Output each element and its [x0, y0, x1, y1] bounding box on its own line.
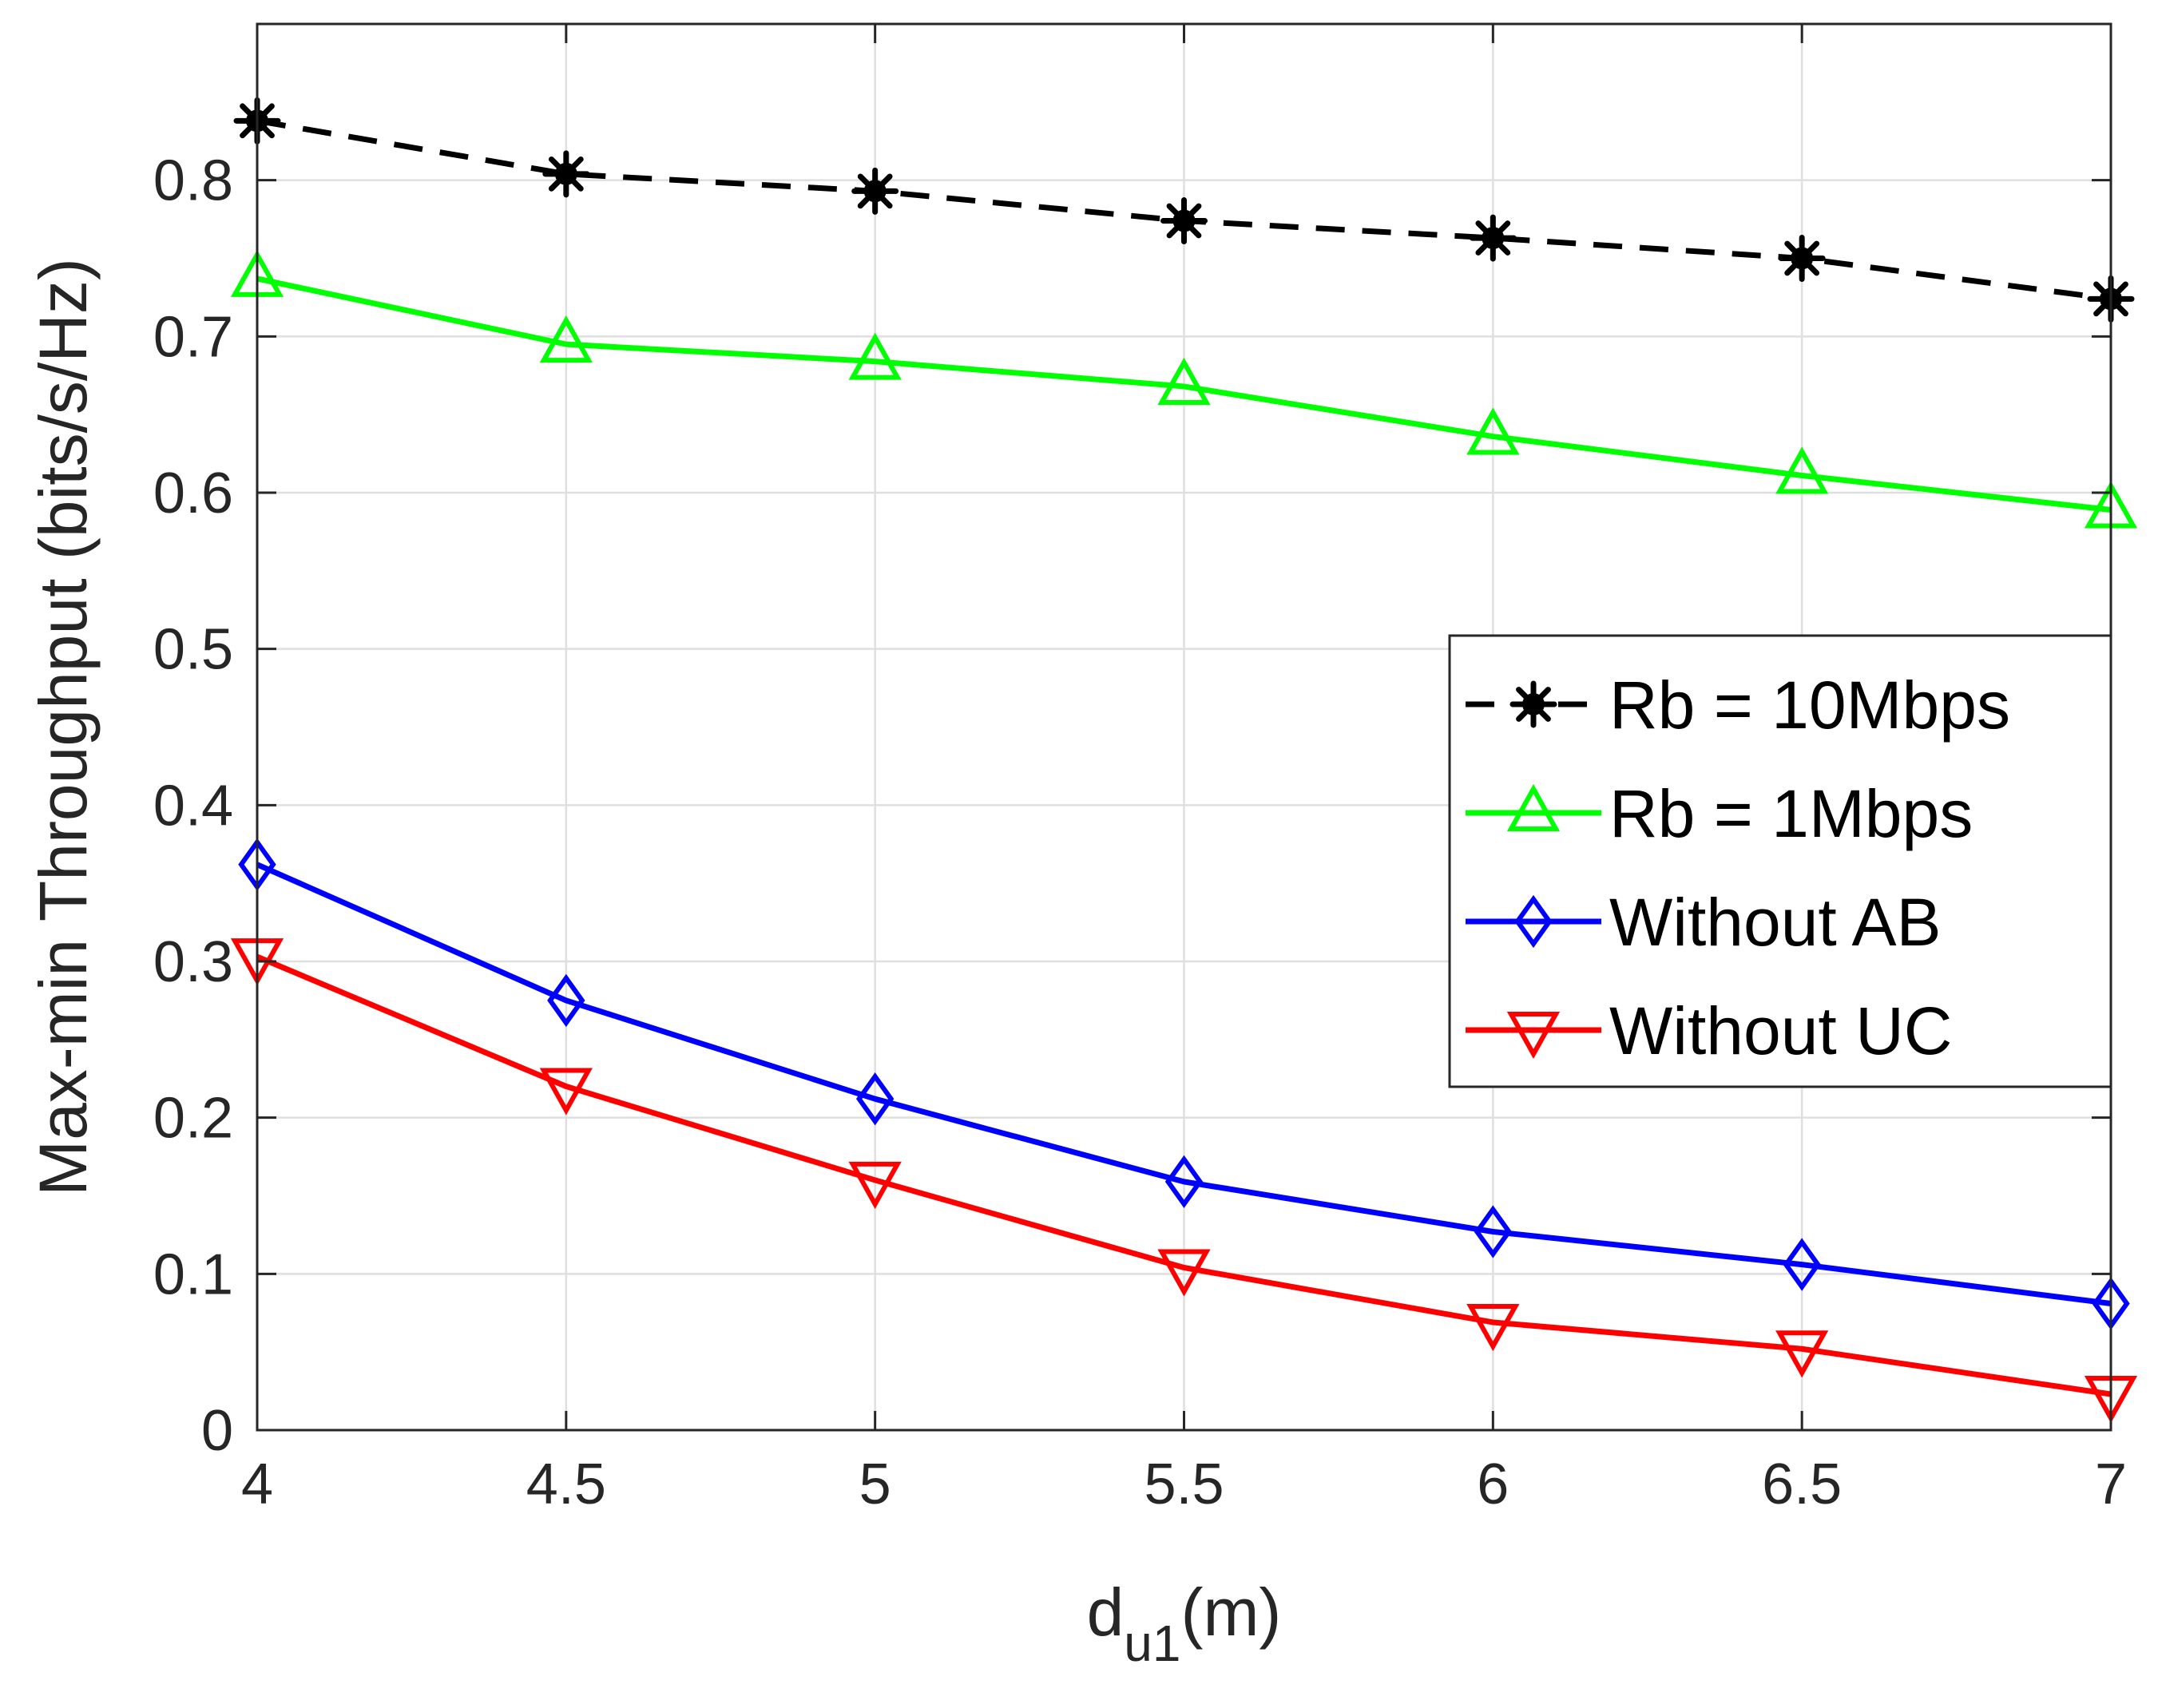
data-point [848, 1161, 902, 1210]
legend-label: Rb = 10Mbps [1609, 668, 2010, 743]
y-axis-label: Max-min Throughput (bits/s/Hz) [26, 258, 101, 1196]
data-point [1466, 407, 1520, 455]
ticks: 4 4.5 5 5.5 6 6.5 7 0 0.1 0.2 0.3 0.4 0.5 0.6 0.7 0.8 [153, 24, 2127, 1516]
legend-label: Rb = 1Mbps [1609, 776, 1973, 851]
data-point [1160, 197, 1208, 245]
x-axis-label-subscript: u1 [1124, 1615, 1180, 1672]
data-point [1157, 1249, 1211, 1297]
x-tick-label: 6 [1477, 1452, 1509, 1516]
data-point [1778, 235, 1826, 282]
x-tick-label: 6.5 [1762, 1452, 1842, 1516]
data-point [851, 167, 899, 215]
data-point [1775, 446, 1829, 494]
data-point [1466, 1303, 1520, 1352]
legend-marker [1514, 894, 1553, 949]
y-tick-label: 0.6 [153, 462, 233, 525]
x-axis-label-unit: (m) [1180, 1575, 1281, 1650]
y-tick-label: 0.1 [153, 1242, 233, 1306]
series-line [256, 953, 2112, 1397]
data-point [542, 150, 590, 198]
x-tick-label: 7 [2095, 1452, 2127, 1516]
y-tick-label: 0.4 [153, 774, 233, 838]
series-line [256, 275, 2112, 513]
y-tick-label: 0.8 [153, 149, 233, 213]
series-3 [230, 938, 2138, 1424]
x-tick-label: 5 [859, 1452, 891, 1516]
legend: Rb = 10Mbps Rb = 1Mbps Without AB Without U… [1448, 634, 2112, 1088]
x-axis-label-main: d [1087, 1575, 1125, 1650]
y-tick-label: 0.7 [153, 305, 233, 369]
data-point [1157, 357, 1211, 405]
legend-label: Without UC [1609, 993, 1952, 1068]
series-line [256, 862, 2112, 1306]
x-tick-label: 5.5 [1144, 1452, 1224, 1516]
legend-label: Without AB [1609, 885, 1942, 960]
legend-box [1448, 634, 2112, 1088]
y-tick-label: 0.2 [153, 1087, 233, 1151]
data-point [1469, 214, 1517, 262]
y-tick-label: 0.5 [153, 618, 233, 682]
legend-marker [1506, 783, 1561, 831]
legend-marker [1509, 680, 1557, 728]
x-tick-label: 4 [241, 1452, 273, 1516]
data-point [1775, 1330, 1829, 1378]
y-tick-label: 0.3 [153, 930, 233, 994]
data-point [547, 973, 585, 1028]
x-axis-label: du1(m) [1087, 1575, 1282, 1672]
data-point [1164, 1155, 1204, 1209]
x-tick-label: 4.5 [526, 1452, 606, 1516]
data-point [539, 1068, 593, 1116]
y-tick-label: 0 [201, 1399, 233, 1463]
data-point [1474, 1205, 1513, 1258]
data-point [855, 1072, 895, 1126]
data-point [539, 315, 593, 363]
legend-marker [1506, 1012, 1561, 1060]
data-point [848, 332, 902, 380]
data-point [1783, 1238, 1821, 1291]
